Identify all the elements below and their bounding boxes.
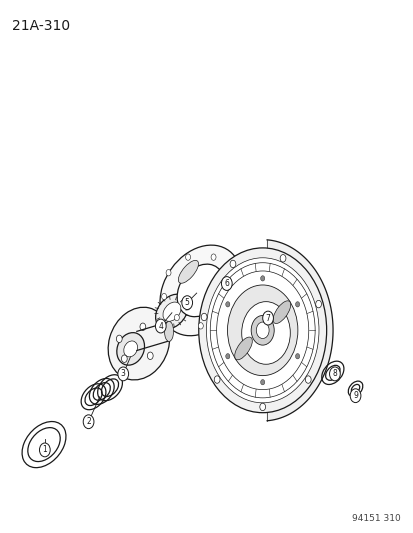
Ellipse shape xyxy=(234,337,252,360)
Circle shape xyxy=(225,302,229,307)
Ellipse shape xyxy=(177,264,224,317)
Text: 9: 9 xyxy=(352,391,357,400)
Circle shape xyxy=(166,270,171,276)
Circle shape xyxy=(140,323,145,330)
Circle shape xyxy=(295,302,299,307)
Circle shape xyxy=(83,415,94,429)
Circle shape xyxy=(280,255,285,262)
Ellipse shape xyxy=(155,294,188,329)
Circle shape xyxy=(118,367,128,381)
Circle shape xyxy=(155,319,166,333)
Text: 3: 3 xyxy=(121,369,126,378)
Text: 6: 6 xyxy=(224,279,229,288)
Circle shape xyxy=(222,314,227,321)
Ellipse shape xyxy=(273,301,290,324)
Circle shape xyxy=(305,376,311,383)
Text: 1: 1 xyxy=(43,446,47,455)
Circle shape xyxy=(198,322,203,329)
Circle shape xyxy=(174,314,179,321)
Circle shape xyxy=(230,270,235,276)
Text: 8: 8 xyxy=(332,369,337,378)
Ellipse shape xyxy=(123,341,137,357)
Circle shape xyxy=(214,376,219,383)
Circle shape xyxy=(185,254,190,260)
Circle shape xyxy=(225,353,229,359)
Text: 94151 310: 94151 310 xyxy=(351,514,400,523)
Ellipse shape xyxy=(108,307,169,380)
Circle shape xyxy=(147,352,153,359)
Text: 7: 7 xyxy=(265,313,270,322)
Circle shape xyxy=(161,293,166,300)
Circle shape xyxy=(260,276,264,281)
Circle shape xyxy=(221,277,232,290)
Circle shape xyxy=(349,389,360,402)
Text: 5: 5 xyxy=(184,298,189,307)
Circle shape xyxy=(116,335,122,343)
Circle shape xyxy=(235,293,240,300)
Ellipse shape xyxy=(164,321,173,342)
Circle shape xyxy=(201,313,206,321)
Ellipse shape xyxy=(163,302,180,321)
Circle shape xyxy=(295,353,299,359)
Polygon shape xyxy=(266,240,332,421)
Circle shape xyxy=(329,367,339,381)
Text: 4: 4 xyxy=(158,321,163,330)
Ellipse shape xyxy=(256,322,268,338)
Ellipse shape xyxy=(206,258,318,403)
Circle shape xyxy=(181,296,192,310)
Circle shape xyxy=(39,443,50,457)
Ellipse shape xyxy=(251,316,273,345)
Circle shape xyxy=(121,355,127,362)
Ellipse shape xyxy=(198,248,326,413)
Circle shape xyxy=(260,379,264,385)
Text: 2: 2 xyxy=(86,417,91,426)
Ellipse shape xyxy=(178,260,198,283)
Circle shape xyxy=(315,301,321,308)
Text: 21A-310: 21A-310 xyxy=(12,19,70,33)
Ellipse shape xyxy=(160,245,241,336)
Ellipse shape xyxy=(241,302,290,364)
Circle shape xyxy=(211,254,216,260)
Ellipse shape xyxy=(116,333,144,365)
Ellipse shape xyxy=(216,271,308,390)
Circle shape xyxy=(230,260,235,268)
Circle shape xyxy=(262,311,273,325)
Circle shape xyxy=(259,403,265,410)
Ellipse shape xyxy=(227,285,297,376)
